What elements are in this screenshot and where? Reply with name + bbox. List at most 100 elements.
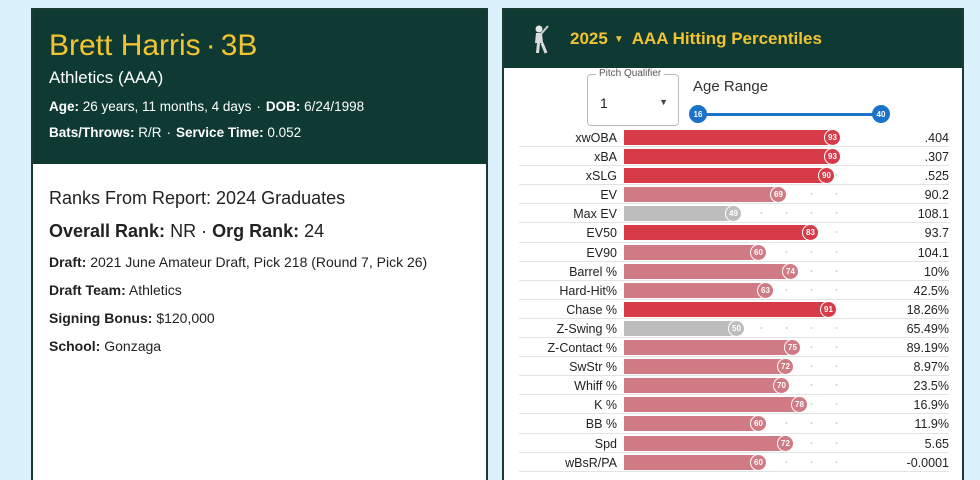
percentile-row: EV 69 90.2: [519, 185, 949, 205]
ranks-section: Ranks From Report: 2024 Graduates Overal…: [33, 164, 486, 378]
metric-label: Spd: [594, 436, 617, 451]
percentile-row: xSLG 90 .525: [519, 166, 949, 186]
percentile-row: Max EV 49 108.1: [519, 204, 949, 224]
metric-label: Hard-Hit%: [559, 283, 617, 298]
percentiles-card: 2025 ▼ AAA Hitting Percentiles Pitch Qua…: [502, 8, 964, 480]
metric-value: 23.5%: [913, 379, 949, 394]
pitch-qualifier-value: 1: [600, 95, 608, 111]
percentile-track: 72: [624, 434, 849, 452]
percentile-bar: [624, 320, 737, 336]
org-rank: 24: [304, 221, 325, 241]
metric-value: 104.1: [917, 245, 949, 260]
percentile-row: Z-Swing % 50 65.49%: [519, 319, 949, 339]
percentile-bar: [624, 282, 766, 298]
metric-value: 90.2: [924, 188, 949, 203]
bats-value: R/R: [138, 125, 162, 140]
bats-service-line: Bats/Throws: R/R · Service Time: 0.052: [49, 125, 302, 140]
metric-label: EV50: [586, 226, 617, 241]
metric-label: Barrel %: [569, 264, 617, 279]
percentile-bar: [624, 378, 782, 394]
percentile-badge: 93: [824, 129, 841, 146]
pitch-qualifier-label: Pitch Qualifier: [596, 68, 665, 79]
percentile-track: 49: [624, 205, 849, 223]
percentile-badge: 93: [824, 148, 841, 166]
percentile-track: 91: [624, 300, 849, 318]
percentile-rows: xwOBA 93.404 xBA 93.307 xSLG 90.525 EV 69 90.2 Ma…: [519, 128, 949, 472]
metric-label: BB %: [585, 417, 617, 432]
player-card: Brett Harris · 3B Athletics (AAA) Age: 26 …: [31, 8, 488, 480]
player-header: Brett Harris · 3B Athletics (AAA) Age: 26 …: [33, 10, 486, 164]
metric-label: SwStr %: [569, 360, 617, 375]
percentile-badge: 60: [750, 453, 767, 471]
player-position: 3B: [220, 29, 258, 62]
percentile-row: Barrel % 74 10%: [519, 262, 949, 281]
percentile-badge: 91: [820, 300, 837, 318]
metric-value: 8.97%: [913, 360, 949, 375]
metric-value: 11.9%: [914, 417, 949, 432]
percentile-bar: [624, 187, 779, 203]
year-selector[interactable]: 2025: [570, 29, 608, 48]
metric-value: 10%: [923, 264, 949, 279]
percentile-bar: [624, 397, 800, 413]
percentile-badge: 60: [750, 415, 767, 433]
chevron-down-icon: ▼: [659, 97, 668, 107]
percentile-row: EV50 83 93.7: [519, 223, 949, 243]
school-line: School: Gonzaga: [49, 338, 162, 354]
percentile-bar: [624, 244, 759, 260]
metric-label: Whiff %: [574, 379, 617, 394]
signing-bonus-line: Signing Bonus: $120,000: [49, 310, 215, 326]
age-max-handle[interactable]: 40: [872, 105, 890, 123]
percentile-track: 93: [624, 129, 849, 146]
metric-value: 5.65: [924, 436, 949, 451]
metric-label: xSLG: [585, 169, 617, 184]
filter-controls: Pitch Qualifier 1 ▼ Age Range 16 40: [504, 68, 962, 134]
percentile-track: 69: [624, 186, 849, 204]
percentile-badge: 90: [818, 167, 835, 185]
percentile-badge: 72: [777, 434, 794, 452]
metric-label: xwOBA: [575, 131, 617, 145]
percentile-bar: [624, 301, 829, 317]
percentile-bar: [624, 206, 734, 222]
percentile-badge: 75: [784, 339, 801, 357]
metric-value: 65.49%: [906, 321, 949, 336]
percentile-bar: [624, 454, 759, 470]
percentile-bar: [624, 130, 833, 145]
percentile-row: Z-Contact % 75 89.19%: [519, 338, 949, 358]
metric-label: Z-Swing %: [556, 321, 617, 336]
percentile-row: K % 78 16.9%: [519, 395, 949, 415]
percentile-track: 70: [624, 377, 849, 395]
age-range-track[interactable]: [697, 113, 881, 116]
metric-value: 93.7: [924, 226, 949, 241]
percentile-row: xwOBA 93 .404: [519, 128, 949, 148]
player-name-heading: Brett Harris · 3B: [49, 29, 258, 62]
percentile-badge: 63: [757, 281, 774, 299]
pitch-qualifier-select[interactable]: Pitch Qualifier 1 ▼: [587, 68, 679, 126]
percentile-track: 60: [624, 453, 849, 471]
metric-value: .525: [924, 169, 949, 184]
percentile-track: 74: [624, 262, 849, 280]
percentile-badge: 72: [777, 358, 794, 376]
draft-line: Draft: 2021 June Amateur Draft, Pick 218…: [49, 254, 428, 270]
overall-rank: NR: [170, 221, 197, 241]
draft-team-line: Draft Team: Athletics: [49, 282, 182, 298]
dob-value: 6/24/1998: [304, 99, 365, 114]
age-value: 26 years, 11 months, 4 days: [82, 99, 252, 114]
year-dropdown-icon[interactable]: ▼: [613, 33, 624, 45]
percentile-bar: [624, 149, 833, 165]
percentile-row: Hard-Hit% 63 42.5%: [519, 281, 949, 300]
age-min-handle[interactable]: 16: [689, 105, 707, 123]
percentile-row: xBA 93 .307: [519, 147, 949, 167]
percentile-track: 72: [624, 358, 849, 376]
percentile-track: 60: [624, 243, 849, 261]
metric-label: EV: [600, 188, 617, 203]
percentile-badge: 49: [725, 205, 742, 223]
player-team: Athletics (AAA): [49, 68, 164, 87]
metric-label: Max EV: [573, 207, 617, 222]
metric-value: .307: [924, 150, 949, 165]
metric-label: K %: [594, 398, 617, 413]
percentile-badge: 74: [782, 262, 799, 280]
percentile-track: 93: [624, 148, 849, 166]
metric-value: 16.9%: [913, 398, 949, 413]
percentile-row: Chase % 91 18.26%: [519, 300, 949, 319]
percentile-bar: [624, 225, 811, 241]
